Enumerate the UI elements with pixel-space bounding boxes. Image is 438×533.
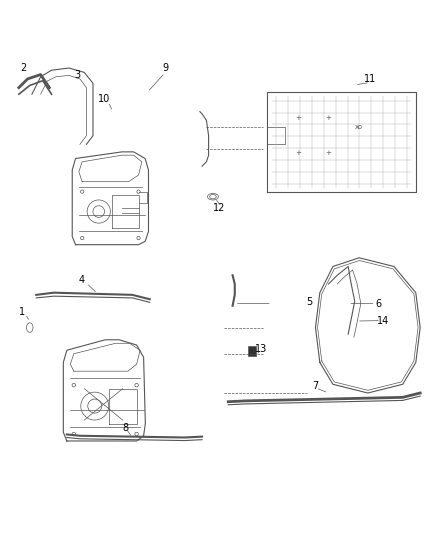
Text: +: + <box>325 150 331 156</box>
Text: xo: xo <box>354 124 362 130</box>
Text: 11: 11 <box>363 74 375 84</box>
Text: 12: 12 <box>213 203 225 213</box>
Text: 8: 8 <box>122 423 128 433</box>
Text: 2: 2 <box>20 63 26 73</box>
Text: 1: 1 <box>19 308 25 317</box>
Text: +: + <box>325 115 331 121</box>
Text: 7: 7 <box>311 382 318 391</box>
Text: 10: 10 <box>98 94 110 103</box>
Text: 6: 6 <box>375 298 381 309</box>
Text: 4: 4 <box>79 276 85 286</box>
Text: +: + <box>294 115 300 121</box>
Bar <box>247 346 255 356</box>
Text: +: + <box>294 150 300 156</box>
Text: 5: 5 <box>305 297 311 307</box>
Text: 9: 9 <box>162 63 168 73</box>
Text: 13: 13 <box>254 344 266 354</box>
Text: 3: 3 <box>74 70 81 79</box>
Text: 14: 14 <box>376 316 389 326</box>
